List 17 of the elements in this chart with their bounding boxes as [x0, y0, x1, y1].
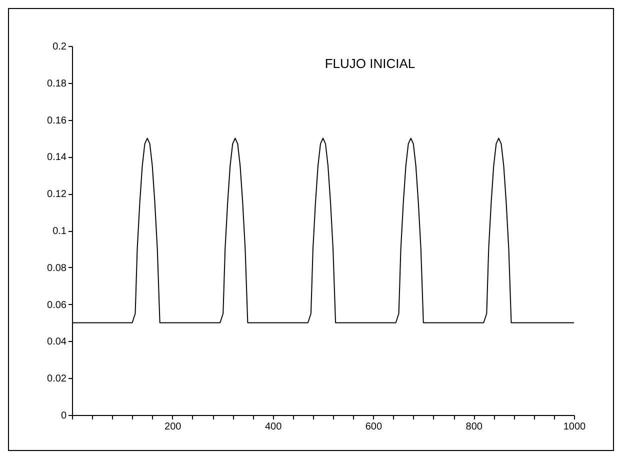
y-tick-label: 0.16: [47, 115, 67, 126]
x-tick-label: 200: [164, 422, 182, 432]
y-tick-label: 0.06: [47, 300, 67, 311]
x-tick-label: 400: [264, 422, 282, 432]
y-tick-label: 0.02: [47, 374, 67, 385]
y-tick-label: 0.18: [47, 78, 67, 90]
y-tick-label: 0.04: [47, 336, 67, 348]
y-tick-label: 0.14: [47, 152, 67, 164]
x-tick-label: 1000: [563, 422, 586, 432]
x-tick-label: 800: [466, 422, 483, 432]
y-tick-label: 0.08: [47, 262, 67, 274]
text: FLUJO INICIAL: [324, 56, 416, 71]
y-tick-label: 0: [60, 410, 67, 422]
y-tick-label: 0.12: [47, 189, 67, 200]
y-tick-label: 0.2: [52, 42, 67, 52]
x-tick-label: 600: [365, 422, 382, 432]
y-tick-label: 0.1: [52, 226, 67, 237]
